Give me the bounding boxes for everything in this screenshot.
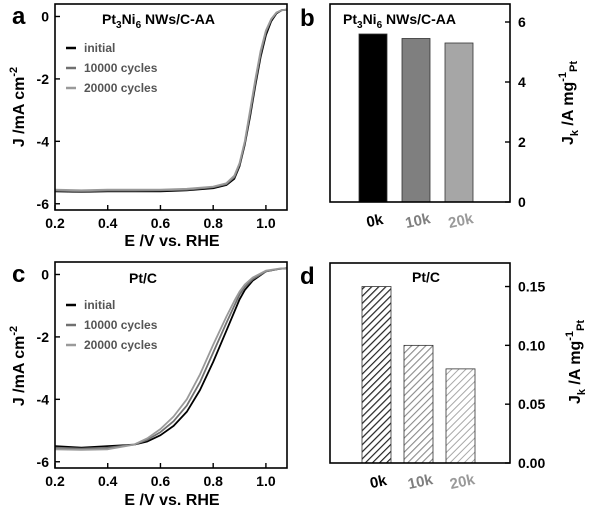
panel-a-title: Pt3Ni6 NWs/C-AA — [102, 11, 215, 31]
panel-a-legend-label-2: 10000 cycles — [84, 61, 158, 75]
panel-c-legend-label-3: 20000 cycles — [84, 338, 158, 352]
panel-d-ytick-label: 0.15 — [518, 279, 545, 295]
panel-d-bar-10k — [403, 344, 434, 464]
panel-a-legend-label-3: 20000 cycles — [84, 81, 158, 95]
panel-b-ytick-label: 6 — [518, 14, 526, 30]
panel-b-ytick-label: 2 — [518, 134, 526, 150]
panel-b: b Pt3Ni6 NWs/C-AA 0k 10k 20k 0 2 4 6 Jk /A mg-… — [300, 3, 581, 232]
panel-d-ytick-label: 0.05 — [518, 396, 545, 412]
panel-a: a Pt3Ni6 NWs/C-AA initial 10000 cycles 200… — [8, 3, 288, 250]
panel-c-frame — [54, 261, 288, 469]
panel-b-frame — [329, 3, 511, 203]
panel-d-category-label-10k: 10k — [406, 471, 435, 493]
panel-c-xtick-label: 0.6 — [151, 473, 171, 489]
panel-a-ytick-label: -4 — [37, 133, 50, 149]
panel-b-bar-10k — [401, 38, 431, 203]
panel-letter-d: d — [300, 263, 315, 290]
panel-b-bar-0k — [358, 33, 388, 203]
panel-c-ytick-label: -6 — [37, 454, 50, 470]
panel-a-ytick-label: 0 — [41, 8, 49, 24]
panel-c-xtick-label: 0.2 — [45, 473, 65, 489]
panel-a-xtick-label: 0.8 — [203, 215, 223, 231]
panel-a-xtick-label: 0.4 — [98, 215, 118, 231]
panel-a-legend-label-1: initial — [84, 41, 115, 55]
panel-b-ylabel: Jk /A mg-1Pt — [557, 61, 581, 145]
panel-d-ytick-label: 0.10 — [518, 337, 545, 353]
panel-d-bar-20k — [445, 368, 476, 464]
panel-c-series-line-1 — [54, 267, 288, 449]
panel-letter-c: c — [12, 261, 25, 288]
panel-b-category-label-10k: 10k — [404, 210, 433, 232]
panel-a-xtick-label: 0.6 — [151, 215, 171, 231]
panel-b-category-label-20k: 20k — [447, 210, 476, 232]
panel-c-series-line-3 — [54, 267, 288, 451]
panel-c: c Pt/C initial 10000 cycles 20000 cycles 0… — [8, 261, 288, 509]
panel-d-ytick-label: 0.00 — [518, 455, 545, 471]
panel-b-bar-20k — [444, 42, 474, 203]
panel-b-ytick-label: 0 — [518, 194, 526, 210]
panel-c-xlabel: E /V vs. RHE — [124, 492, 219, 509]
panel-letter-a: a — [12, 3, 26, 30]
panel-a-xtick-label: 1.0 — [256, 215, 276, 231]
panel-a-xtick-label: 0.2 — [45, 215, 65, 231]
panel-a-series-line-3 — [54, 8, 288, 192]
panel-c-title: Pt/C — [129, 270, 157, 286]
panel-c-xtick-label: 1.0 — [256, 473, 276, 489]
panel-c-ytick-label: -2 — [37, 329, 50, 345]
panel-a-frame — [54, 3, 288, 211]
panel-a-ytick-label: -2 — [37, 71, 50, 87]
panel-d: d Pt/C 0k 10k 20k 0.00 0.05 0.10 0.15 Jk /A mg… — [300, 262, 588, 493]
panel-c-ytick-label: 0 — [41, 266, 49, 282]
panel-b-category-label-0k: 0k — [365, 211, 385, 231]
panel-a-ytick-label: -6 — [37, 196, 50, 212]
panel-a-ylabel: J /mA cm-2 — [8, 67, 28, 147]
panel-c-xtick-label: 0.4 — [98, 473, 118, 489]
panel-d-category-label-20k: 20k — [448, 471, 477, 493]
panel-c-ytick-label: -4 — [37, 391, 50, 407]
panel-letter-b: b — [300, 5, 315, 32]
panel-a-legend: initial 10000 cycles 20000 cycles — [66, 41, 158, 95]
panel-c-series-line-2 — [54, 267, 288, 450]
panel-d-category-label-0k: 0k — [368, 472, 388, 492]
panel-c-legend-label-1: initial — [84, 298, 115, 312]
panel-a-xlabel: E /V vs. RHE — [124, 233, 219, 250]
panel-d-frame — [329, 262, 511, 464]
panel-c-legend-label-2: 10000 cycles — [84, 318, 158, 332]
panel-d-ylabel: Jk /A mg-1Pt — [564, 320, 588, 404]
panel-c-legend: initial 10000 cycles 20000 cycles — [66, 298, 158, 352]
panel-b-ytick-label: 4 — [518, 74, 526, 90]
panel-c-xtick-label: 0.8 — [203, 473, 223, 489]
panel-c-ylabel: J /mA cm-2 — [8, 326, 28, 406]
panel-d-bar-0k — [361, 286, 392, 464]
panel-b-title: Pt3Ni6 NWs/C-AA — [343, 11, 456, 31]
panel-d-title: Pt/C — [412, 269, 440, 285]
